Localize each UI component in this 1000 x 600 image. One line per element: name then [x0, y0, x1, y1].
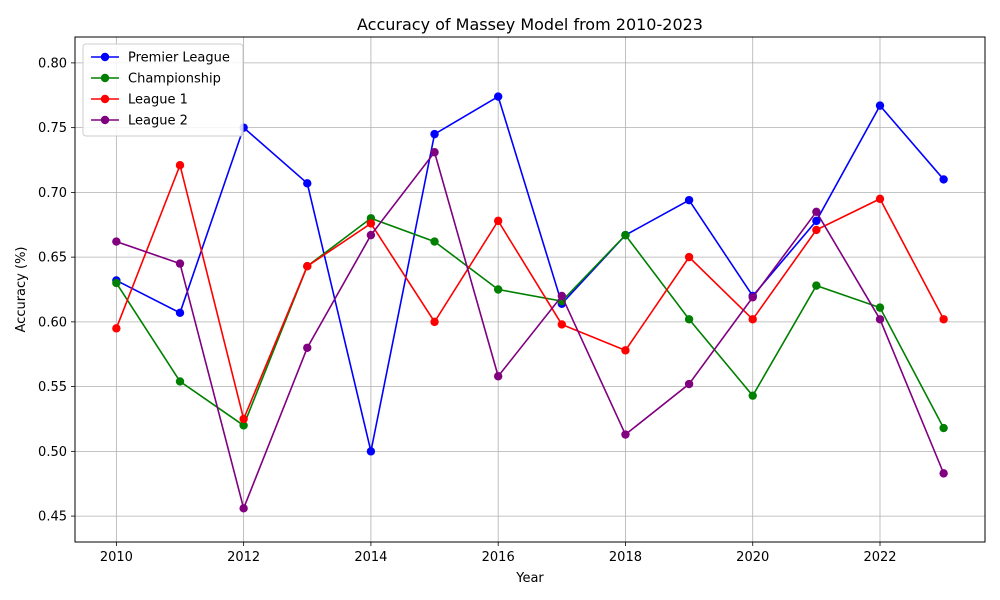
legend-swatch-marker	[100, 73, 110, 83]
chart-title: Accuracy of Massey Model from 2010-2023	[357, 15, 703, 34]
legend: Premier League Championship League 1 League…	[82, 43, 244, 137]
x-tick-label: 2010	[100, 550, 133, 565]
data-point	[621, 346, 630, 355]
data-point	[684, 379, 694, 389]
x-tick-label: 2014	[354, 550, 387, 565]
data-point	[239, 414, 248, 424]
legend-item: Premier League	[91, 51, 230, 66]
data-point	[493, 372, 503, 381]
y-tick-label: 0.50	[38, 445, 67, 460]
series-line	[115, 95, 945, 452]
data-point	[939, 175, 948, 184]
data-point	[812, 207, 821, 217]
y-tick-label: 0.65	[38, 251, 67, 266]
data-point	[366, 447, 376, 456]
grid	[75, 37, 985, 542]
data-point	[748, 315, 757, 324]
data-point	[493, 92, 503, 101]
data-point	[875, 303, 885, 312]
data-point	[239, 504, 248, 513]
data-point	[875, 101, 885, 110]
x-tick-label: 2016	[482, 550, 515, 565]
data-point	[175, 160, 185, 170]
axes: 2010 2012 2014 2016 2018 2020 2022 0.45 0.50 0.55…	[38, 56, 897, 565]
y-tick-label: 0.70	[38, 186, 67, 201]
legend-label: Championship	[128, 72, 221, 87]
legend-frame	[82, 43, 244, 137]
legend-swatch-marker	[100, 94, 110, 104]
data-point	[493, 285, 503, 294]
legend-label: League 1	[128, 93, 188, 108]
legend-item: League 1	[91, 93, 188, 108]
data-point	[875, 194, 885, 204]
y-tick-label: 0.55	[38, 380, 67, 395]
y-tick-label: 0.60	[38, 315, 67, 330]
data-point	[430, 317, 439, 327]
x-tick-label: 2022	[863, 550, 896, 565]
data-point	[812, 281, 821, 290]
series-line	[115, 217, 945, 429]
data-point	[684, 195, 694, 205]
data-point	[812, 225, 821, 235]
series-line	[116, 150, 945, 511]
x-tick-label: 2018	[609, 550, 642, 565]
data-point	[112, 324, 121, 333]
data-point	[557, 291, 567, 301]
x-tick-label: 2020	[736, 550, 769, 565]
data-point	[875, 315, 885, 324]
series-1	[112, 214, 948, 433]
data-point	[112, 237, 121, 246]
series-2	[112, 160, 948, 424]
data-point	[939, 423, 948, 433]
data-point	[366, 230, 376, 240]
y-tick-label: 0.45	[38, 510, 67, 525]
x-axis-title: Year	[515, 571, 544, 586]
data-point	[557, 320, 567, 329]
data-point	[239, 421, 248, 430]
data-point	[939, 469, 948, 478]
legend-item: League 2	[91, 114, 188, 129]
legend-swatch-marker	[100, 115, 110, 125]
data-point	[621, 230, 630, 240]
data-point	[812, 216, 821, 226]
data-point	[175, 377, 185, 386]
y-tick-label: 0.75	[38, 121, 67, 136]
data-point	[430, 129, 439, 139]
data-point	[175, 259, 185, 268]
data-point	[748, 293, 757, 302]
data-point	[112, 278, 121, 288]
series-line	[115, 162, 945, 422]
series-3	[112, 148, 948, 513]
legend-swatch-marker	[100, 52, 110, 62]
data-point	[621, 430, 630, 439]
data-point	[303, 343, 312, 352]
data-point	[939, 315, 948, 324]
legend-label: Premier League	[128, 51, 230, 66]
data-point	[493, 216, 503, 226]
y-tick-label: 0.80	[38, 56, 67, 71]
data-point	[303, 179, 312, 188]
data-point	[303, 261, 312, 271]
legend-label: League 2	[128, 114, 188, 129]
data-point	[430, 148, 439, 157]
data-point	[175, 308, 185, 318]
x-tick-label: 2012	[227, 550, 260, 565]
data-point	[430, 237, 439, 246]
plot-frame	[74, 36, 986, 543]
legend-item: Championship	[91, 72, 221, 87]
data-point	[684, 315, 694, 324]
y-axis-title: Accuracy (%)	[14, 247, 29, 333]
data-point	[366, 219, 376, 228]
data-point	[684, 252, 694, 262]
data-point	[748, 391, 757, 400]
